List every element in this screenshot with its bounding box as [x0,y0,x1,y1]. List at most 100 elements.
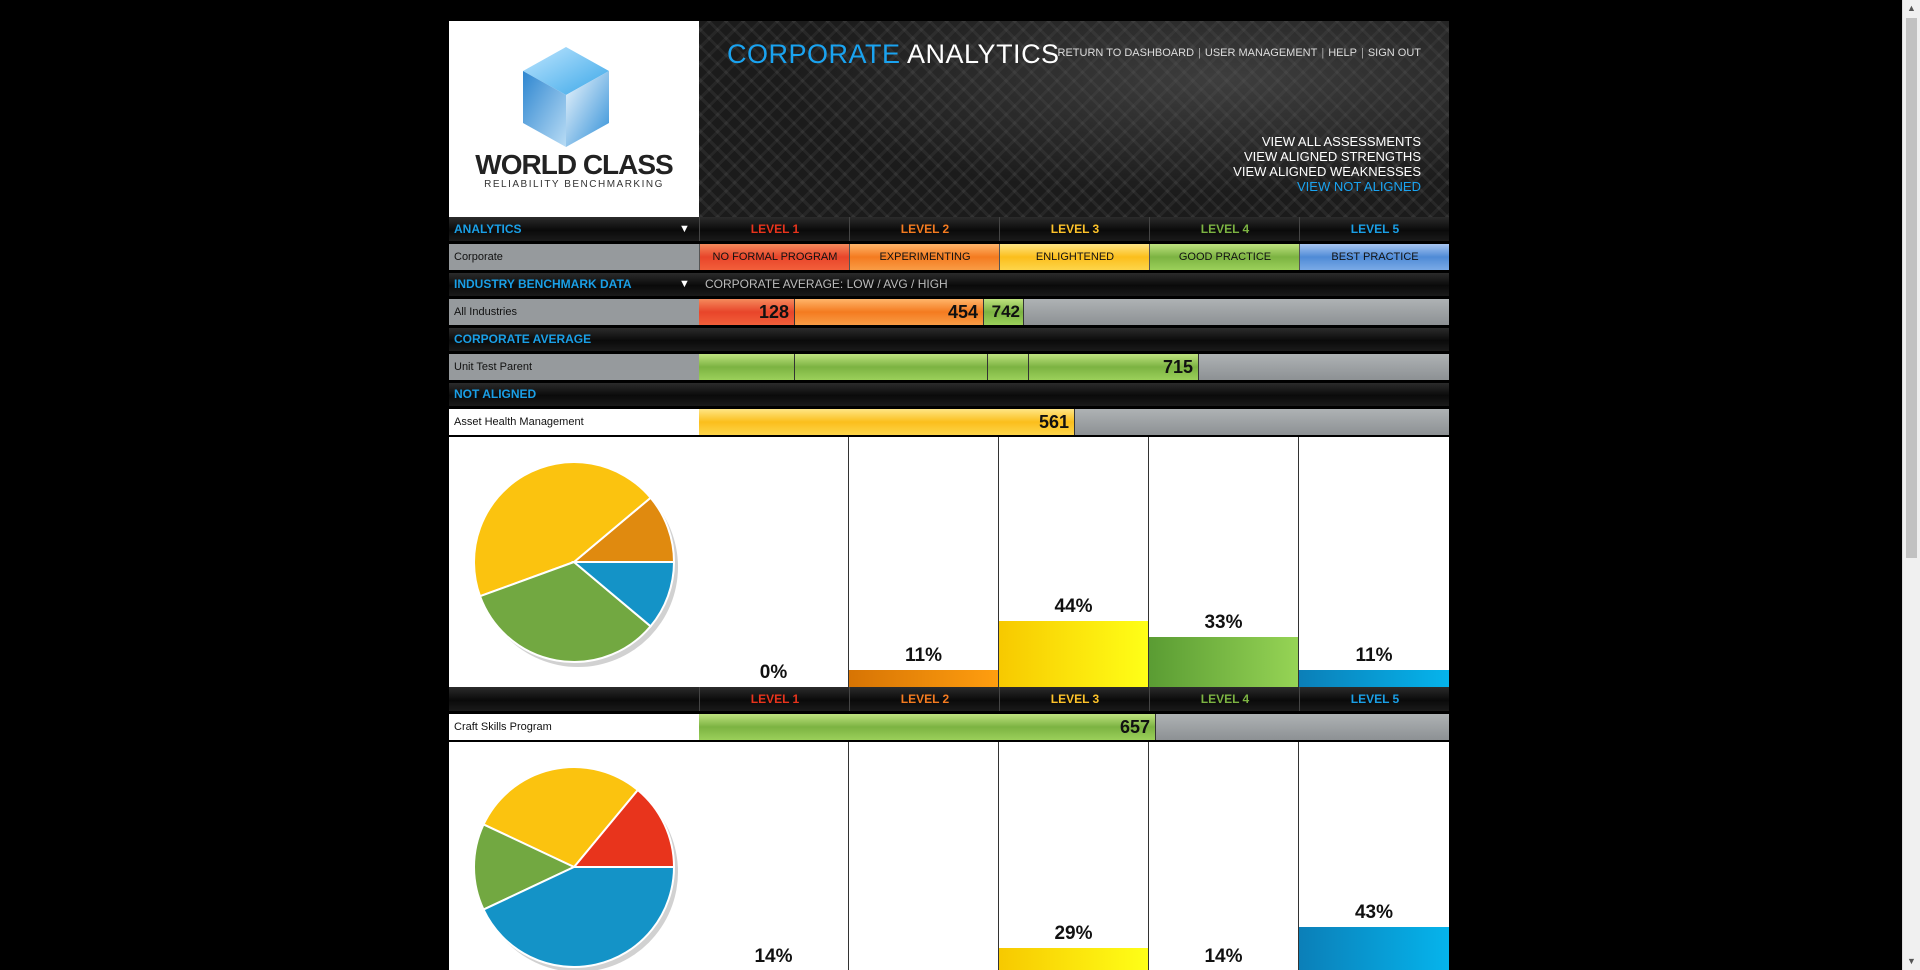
level-4-percent: 33% [1204,612,1243,633]
logo[interactable]: WORLD CLASS RELIABILITY BENCHMARKING [449,21,699,217]
pie-slices [473,461,678,667]
industry-low-value: 128 [699,299,795,325]
all-industries-row-label: All Industries [449,299,699,325]
distribution-pie-box [449,437,700,687]
scroll-up-arrow-icon[interactable]: ▲ [1907,3,1916,13]
level-5-column: 11% [1299,437,1449,687]
industry-benchmark-label: INDUSTRY BENCHMARK DATA [454,277,632,291]
level-5-header: LEVEL 5 [1299,217,1449,241]
analytics-dropdown[interactable]: ANALYTICS [454,217,522,241]
level-4-badge: GOOD PRACTICE [1149,244,1300,270]
corporate-average-label: CORPORATE AVERAGE [454,332,592,346]
level-3-column: 29% [999,742,1149,970]
level-4-column: 33% [1149,437,1299,687]
pie-slice-level-5 [482,866,676,968]
level-5-header: LEVEL 5 [1299,687,1449,711]
return-to-dashboard-link[interactable]: RETURN TO DASHBOARD [1057,47,1195,59]
level-3-bar [999,621,1148,687]
level-3-percent: 44% [1054,596,1093,617]
distribution-pie-box [449,742,700,970]
level-1-percent: 14% [754,946,793,967]
user-management-link[interactable]: USER MANAGEMENT [1204,47,1318,59]
level-1-column: 0% [699,437,849,687]
view-all-assessments-link[interactable]: VIEW ALL ASSESSMENTS [1261,134,1421,149]
pie-slice-level-4 [473,823,577,911]
pie-slice-level-3 [473,461,653,598]
scroll-down-arrow-icon[interactable]: ▼ [1907,956,1916,966]
corporate-average-value: 715 [1029,354,1199,380]
header-banner: CORPORATE ANALYTICS RETURN TO DASHBOARD |… [699,21,1449,217]
corporate-row-label: Corporate [449,244,699,270]
pie-slice-level-1 [571,788,676,868]
level-3-header: LEVEL 3 [999,687,1150,711]
analytics-dropdown-arrow-icon[interactable]: ▼ [679,223,690,235]
corporate-average-segment [988,354,1029,380]
not-aligned-label: NOT ALIGNED [454,387,537,401]
level-1-percent: 0% [759,662,788,683]
level-4-bar [1149,637,1298,687]
logo-title: WORLD CLASS [475,149,673,180]
corporate-average-bar: CORPORATE AVERAGE [449,328,1449,351]
page-scrollbar[interactable]: ▲ ▼ [1902,0,1920,970]
industry-avg-value: 454 [795,299,984,325]
pie-slice-level-5 [571,561,676,628]
level-5-column: 43% [1299,742,1449,970]
unit-test-parent-row-label: Unit Test Parent [449,354,699,380]
app-title-part1: CORPORATE [727,39,901,69]
sign-out-link[interactable]: SIGN OUT [1367,47,1421,59]
nav-separator: | [1198,47,1201,59]
industry-benchmark-bar: INDUSTRY BENCHMARK DATA ▼ CORPORATE AVER… [449,273,1449,296]
view-filter-links: VIEW ALL ASSESSMENTS VIEW ALIGNED STRENG… [1233,134,1421,194]
corporate-average-segment [699,354,795,380]
view-aligned-strengths-link[interactable]: VIEW ALIGNED STRENGTHS [1244,149,1421,164]
assessment-distribution-panel: 0% 11% 44% 33% 11% [449,437,1449,687]
not-aligned-bar: NOT ALIGNED [449,383,1449,406]
help-link[interactable]: HELP [1328,47,1357,59]
distribution-pie-chart [473,461,678,667]
pie-slice-level-4 [478,560,653,663]
scroll-thumb[interactable] [1906,18,1917,558]
level-1-header: LEVEL 1 [699,217,850,241]
industry-benchmark-dropdown[interactable]: INDUSTRY BENCHMARK DATA [454,273,632,296]
corporate-average-caption: CORPORATE AVERAGE: LOW / AVG / HIGH [705,277,948,291]
level-5-badge: BEST PRACTICE [1299,244,1449,270]
level-3-bar [999,948,1148,970]
industry-high-value: 742 [984,299,1024,325]
assessment-name[interactable]: Craft Skills Program [449,714,699,740]
view-not-aligned-link[interactable]: VIEW NOT ALIGNED [1296,179,1421,194]
distribution-pie-chart [473,766,678,970]
pie-slice-level-2 [571,496,676,563]
industry-dropdown-arrow-icon[interactable]: ▼ [679,278,690,290]
level-5-percent: 11% [1355,645,1393,666]
level-3-percent: 29% [1054,923,1093,944]
app-title: CORPORATE ANALYTICS [727,39,1060,70]
level-1-badge: NO FORMAL PROGRAM [699,244,850,270]
level-1-header: LEVEL 1 [699,687,850,711]
assessment-score-bar: 561 [699,409,1075,435]
cube-logo-icon [523,47,609,147]
level-3-badge: ENLIGHTENED [999,244,1150,270]
view-aligned-weaknesses-link[interactable]: VIEW ALIGNED WEAKNESSES [1233,164,1421,179]
assessment-distribution-panel: 14% 29% 14% 43% [449,742,1449,970]
corporate-average-segment [795,354,988,380]
level-4-header: LEVEL 4 [1149,687,1300,711]
level-2-header: LEVEL 2 [849,217,1000,241]
level-5-percent: 43% [1354,902,1394,923]
level-2-percent: 11% [905,645,942,666]
level-2-column: 11% [849,437,999,687]
app-title-part2: ANALYTICS [907,39,1060,69]
nav-separator: | [1321,47,1325,59]
top-navigation: RETURN TO DASHBOARD | USER MANAGEMENT | HELP… [1058,47,1421,59]
level-3-column: 44% [999,437,1149,687]
pie-slices [473,766,678,970]
level-2-column [849,742,999,970]
level-2-badge: EXPERIMENTING [849,244,1000,270]
nav-separator: | [1360,47,1364,59]
level-5-bar [1299,927,1449,970]
level-3-header: LEVEL 3 [999,217,1150,241]
level-2-header: LEVEL 2 [849,687,1000,711]
analytics-header-bar: ANALYTICS ▼ LEVEL 1 LEVEL 2 LEVEL 3 LEVE… [449,217,1449,241]
assessment-score-bar: 657 [699,714,1156,740]
analytics-label: ANALYTICS [454,222,522,236]
assessment-name[interactable]: Asset Health Management [449,409,699,435]
